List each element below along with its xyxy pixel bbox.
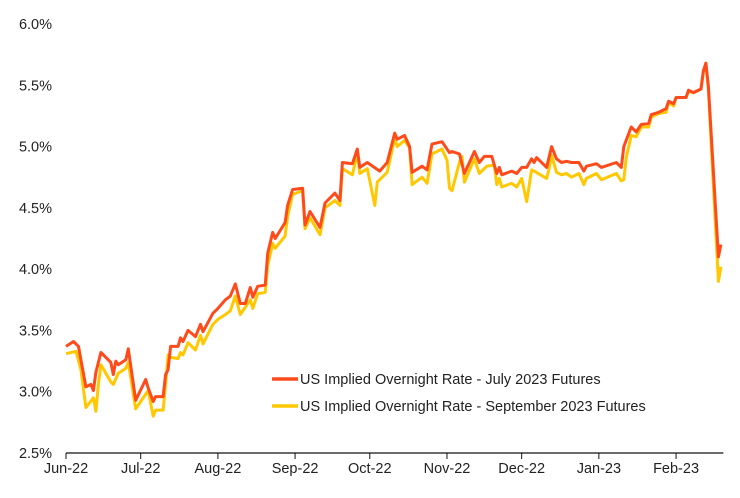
y-tick-label: 5.0% xyxy=(19,140,52,156)
x-tick-label: Feb-23 xyxy=(653,461,699,477)
y-tick-label: 4.5% xyxy=(19,201,52,217)
series-line-july-2023 xyxy=(65,61,723,403)
legend-label-september: US Implied Overnight Rate - September 20… xyxy=(300,399,646,415)
y-tick-label: 3.5% xyxy=(19,323,52,339)
x-axis: Jun-22 Jul-22 Aug-22 Sep-22 Oct-22 Nov-22 Dec-… xyxy=(44,452,724,477)
x-tick-label: Jul-22 xyxy=(121,461,161,477)
y-tick-label: 2.5% xyxy=(19,446,52,462)
x-tick-label: Jun-22 xyxy=(44,461,88,477)
y-tick-label: 6.0% xyxy=(19,17,52,33)
legend-label-july: US Implied Overnight Rate - July 2023 Fu… xyxy=(300,372,601,388)
series-line-september-2023 xyxy=(65,61,723,418)
y-axis: 2.5% 3.0% 3.5% 4.0% 4.5% 5.0% 5.5% 6.0% xyxy=(19,17,52,462)
x-tick-label: Nov-22 xyxy=(424,461,471,477)
series-lines xyxy=(65,61,723,418)
legend: US Implied Overnight Rate - July 2023 Fu… xyxy=(272,372,646,415)
x-tick-label: Dec-22 xyxy=(498,461,545,477)
x-tick-label: Jan-23 xyxy=(577,461,621,477)
y-tick-label: 4.0% xyxy=(19,262,52,278)
x-tick-label: Oct-22 xyxy=(348,461,392,477)
y-tick-label: 5.5% xyxy=(19,78,52,94)
x-tick-label: Aug-22 xyxy=(195,461,242,477)
y-tick-label: 3.0% xyxy=(19,385,52,401)
x-tick-label: Sep-22 xyxy=(272,461,319,477)
